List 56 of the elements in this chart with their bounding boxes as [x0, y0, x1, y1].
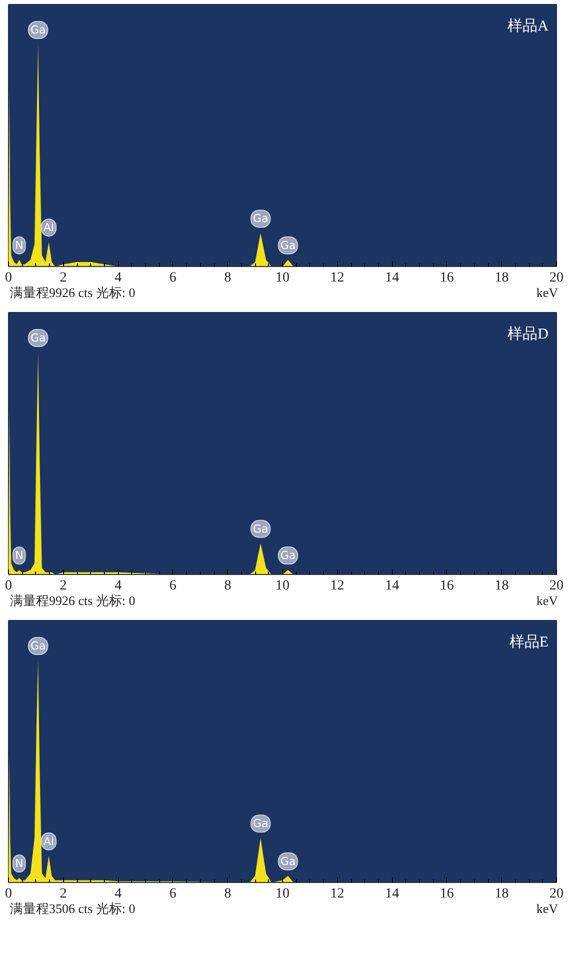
x-tick-label: 2	[60, 578, 67, 594]
annotation: Ga	[252, 817, 268, 830]
x-tick-label: 2	[60, 270, 67, 286]
annotation: Ga	[280, 854, 296, 868]
text: 满量程9926 cts 光标: 0	[10, 284, 136, 302]
x-tick-label: 14	[385, 270, 400, 286]
x-tick-label: 10	[276, 578, 290, 594]
x-tick-label: 8	[224, 886, 232, 902]
text: keV	[536, 284, 558, 302]
annotation: Ga	[30, 639, 46, 652]
annotation: Ga	[252, 212, 268, 226]
x-tick-label: 10	[276, 886, 290, 902]
x-tick-label: 6	[169, 886, 176, 902]
x-tick-label: 0	[5, 886, 12, 902]
chart-title: 样品D	[508, 326, 549, 342]
x-tick-label: 4	[114, 578, 122, 594]
annotation: Ga	[280, 238, 296, 252]
x-tick-label: 20	[550, 578, 564, 594]
x-tick-label: 20	[550, 270, 564, 286]
annotation: N	[15, 857, 24, 870]
x-tick-label: 16	[440, 886, 454, 902]
x-tick-label: 18	[494, 578, 509, 594]
x-tick-label: 6	[169, 270, 176, 286]
annotation: Al	[43, 834, 54, 848]
text: 满量程3506 cts 光标: 0	[10, 900, 136, 918]
x-tick-label: 12	[330, 886, 344, 902]
text: keV	[536, 592, 558, 610]
x-tick-label: 16	[440, 578, 454, 594]
x-tick-label: 18	[494, 270, 509, 286]
x-tick-label: 14	[385, 578, 400, 594]
x-tick-label: 20	[550, 886, 564, 902]
annotation: Ga	[30, 331, 46, 344]
chart-title: 样品A	[508, 18, 549, 34]
annotation: N	[15, 549, 24, 562]
x-tick-label: 14	[385, 886, 400, 902]
x-tick-label: 10	[276, 270, 290, 286]
text: 满量程9926 cts 光标: 0	[10, 592, 136, 610]
chart-title: 样品E	[509, 634, 549, 650]
x-tick-label: 0	[5, 270, 12, 286]
x-tick-label: 6	[169, 578, 176, 594]
x-tick-label: 18	[494, 886, 509, 902]
x-tick-label: 0	[5, 578, 12, 594]
text: keV	[536, 900, 558, 918]
annotation: N	[15, 238, 24, 252]
annotation: Ga	[252, 522, 268, 536]
x-tick-label: 8	[224, 270, 232, 286]
x-tick-label: 8	[224, 578, 232, 594]
x-tick-label: 4	[114, 270, 122, 286]
x-tick-label: 12	[330, 578, 344, 594]
x-tick-label: 4	[114, 886, 122, 902]
x-tick-label: 2	[60, 886, 67, 902]
x-tick-label: 12	[330, 270, 344, 286]
annotation: Ga	[280, 549, 296, 562]
x-tick-label: 16	[440, 270, 454, 286]
annotation: Ga	[30, 23, 46, 36]
annotation: Al	[43, 221, 54, 234]
